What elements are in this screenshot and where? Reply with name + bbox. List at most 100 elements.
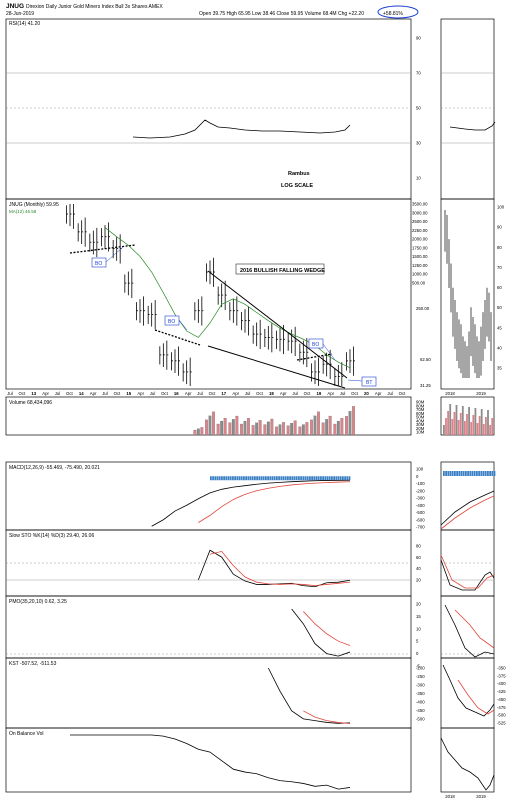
- macd-histogram-bar: [225, 476, 228, 481]
- macd-histogram-bar: [271, 476, 274, 481]
- volume-bar: [333, 423, 337, 436]
- macd-side-histogram-bar: [458, 471, 461, 476]
- x-axis-label: Jul: [197, 391, 203, 396]
- bt-box: [361, 376, 377, 387]
- macd-histogram-bar: [247, 476, 250, 481]
- x-axis-label: Apr: [375, 391, 382, 396]
- neckline-2015: [154, 329, 201, 346]
- macd-histogram-bar: [317, 476, 320, 481]
- rsi-tick-label: 50: [416, 106, 421, 111]
- annotation-rambus: Rambus: [288, 171, 310, 177]
- macd-histogram-bar: [324, 476, 327, 481]
- volume-bar: [290, 423, 294, 436]
- macd-side-histogram-bar: [445, 471, 447, 476]
- volume-bar: [220, 420, 224, 436]
- macd-side-histogram-bar: [473, 471, 476, 476]
- volume-bar: [247, 418, 250, 436]
- sto-panel: Slow STO %K(14) %D(3) 29.40, 26.06 80 60 4…: [6, 533, 495, 591]
- x-axis-label: Oct: [66, 391, 73, 396]
- macd-histogram-bar: [245, 476, 247, 481]
- rsi-tick-label: 30: [416, 141, 421, 146]
- kst-tick-label: -250: [416, 674, 425, 679]
- x-axis-label: 20: [364, 391, 369, 396]
- x-axis-label: Oct: [351, 391, 358, 396]
- macd-histogram-bar: [309, 476, 311, 481]
- macd-tick-label: -500: [416, 510, 425, 515]
- volume-bar: [240, 423, 243, 436]
- macd-histogram-bar: [269, 476, 272, 481]
- bo-box-1: [91, 257, 107, 268]
- kst-tick-label: -400: [416, 700, 425, 705]
- price-right-tick-label: 35: [497, 366, 502, 371]
- side-volume-bar: [461, 406, 464, 435]
- volume-tick-label: 10M: [416, 430, 425, 435]
- x-axis-label: Oct: [114, 391, 121, 396]
- pmo-line: [291, 608, 351, 657]
- side-volume-bar: [468, 407, 470, 435]
- volume-bar: [223, 418, 227, 436]
- bo-box-2: [164, 315, 180, 326]
- side-volume-bar: [491, 418, 494, 435]
- pmo-tick-label: 20: [416, 602, 421, 607]
- wedge-label-box: [235, 263, 325, 275]
- macd-histogram-bar: [267, 476, 269, 481]
- sto-side-k: [440, 559, 495, 591]
- macd-histogram-bar: [216, 476, 219, 481]
- x-axis-label: Jul: [387, 391, 393, 396]
- macd-side-histogram-bar: [469, 471, 472, 476]
- volume-bar: [275, 426, 278, 436]
- rsi-line: [132, 119, 351, 139]
- price-tick-label: 2000.00: [412, 237, 428, 242]
- side-x-axis-label: 2019: [476, 391, 486, 396]
- side-x-axis: 2018 2019 2018 2019: [445, 391, 486, 799]
- side-volume-bar: [451, 419, 454, 435]
- macd-histogram-bar: [214, 476, 217, 481]
- macd-histogram-bar: [258, 476, 261, 481]
- volume-label: Volume 68,434,096: [9, 400, 52, 406]
- x-axis-label: Jul: [102, 391, 108, 396]
- pmo-label: PMO(35,20,10) 0.62, 3.25: [9, 599, 67, 605]
- price-right-tick-label: 50: [497, 305, 502, 310]
- bo-1-arrow: [105, 246, 124, 263]
- x-axis: Jul Oct 13 Apr Jul Oct 14 Apr Jul Oct 15 Apr Jul Oct 1…: [7, 391, 406, 396]
- sto-tick-label: 20: [416, 578, 421, 583]
- sto-d-line: [209, 550, 351, 587]
- pmo-tick-label: 0: [416, 651, 419, 656]
- macd-label: MACD(12,26,9) -55.469, -75.490, 20.021: [9, 465, 100, 471]
- macd-line: [151, 479, 351, 527]
- header-chg-pct: +58.81%: [383, 11, 403, 17]
- volume-bar: [255, 422, 259, 436]
- side-volume-bar: [487, 410, 489, 435]
- volume-tick-label: 60M: [416, 411, 425, 416]
- side-volume-bar: [443, 425, 445, 435]
- macd-histogram-bar: [326, 476, 329, 481]
- kst-right-tick-label: -400: [497, 681, 506, 686]
- macd-histogram-bar: [295, 476, 298, 481]
- macd-histogram-bar: [333, 476, 335, 481]
- volume-bar: [270, 418, 274, 436]
- kst-right-tick-label: -450: [497, 697, 506, 702]
- volume-bar: [310, 419, 313, 436]
- bt-arrow: [347, 379, 363, 382]
- side-x-axis-label: 2018: [445, 794, 455, 799]
- volume-bar: [208, 415, 212, 436]
- macd-histogram-bar: [313, 476, 316, 481]
- kst-right-tick-label: -500: [497, 713, 506, 718]
- macd-histogram-bar: [293, 476, 296, 481]
- rsi-tick-label: 10: [416, 176, 421, 181]
- macd-side-histogram-bar: [478, 471, 480, 476]
- macd-histogram-bar: [227, 476, 230, 481]
- rsi-tick-label: 90: [416, 36, 421, 41]
- side-volume-bar: [445, 418, 447, 435]
- kst-side-signal: [457, 679, 495, 715]
- macd-histogram-bar: [238, 476, 241, 481]
- x-axis-label: Apr: [327, 391, 334, 396]
- bo-3-arrow: [322, 343, 336, 361]
- volume-bar: [282, 422, 285, 436]
- side-volume-bar: [478, 416, 481, 435]
- annotation-bo-2: BO: [168, 319, 175, 325]
- sto-side-d: [440, 554, 495, 589]
- side-volume-bar: [459, 413, 462, 435]
- macd-side-histogram-bar: [493, 471, 496, 476]
- side-volume-bar: [474, 408, 477, 435]
